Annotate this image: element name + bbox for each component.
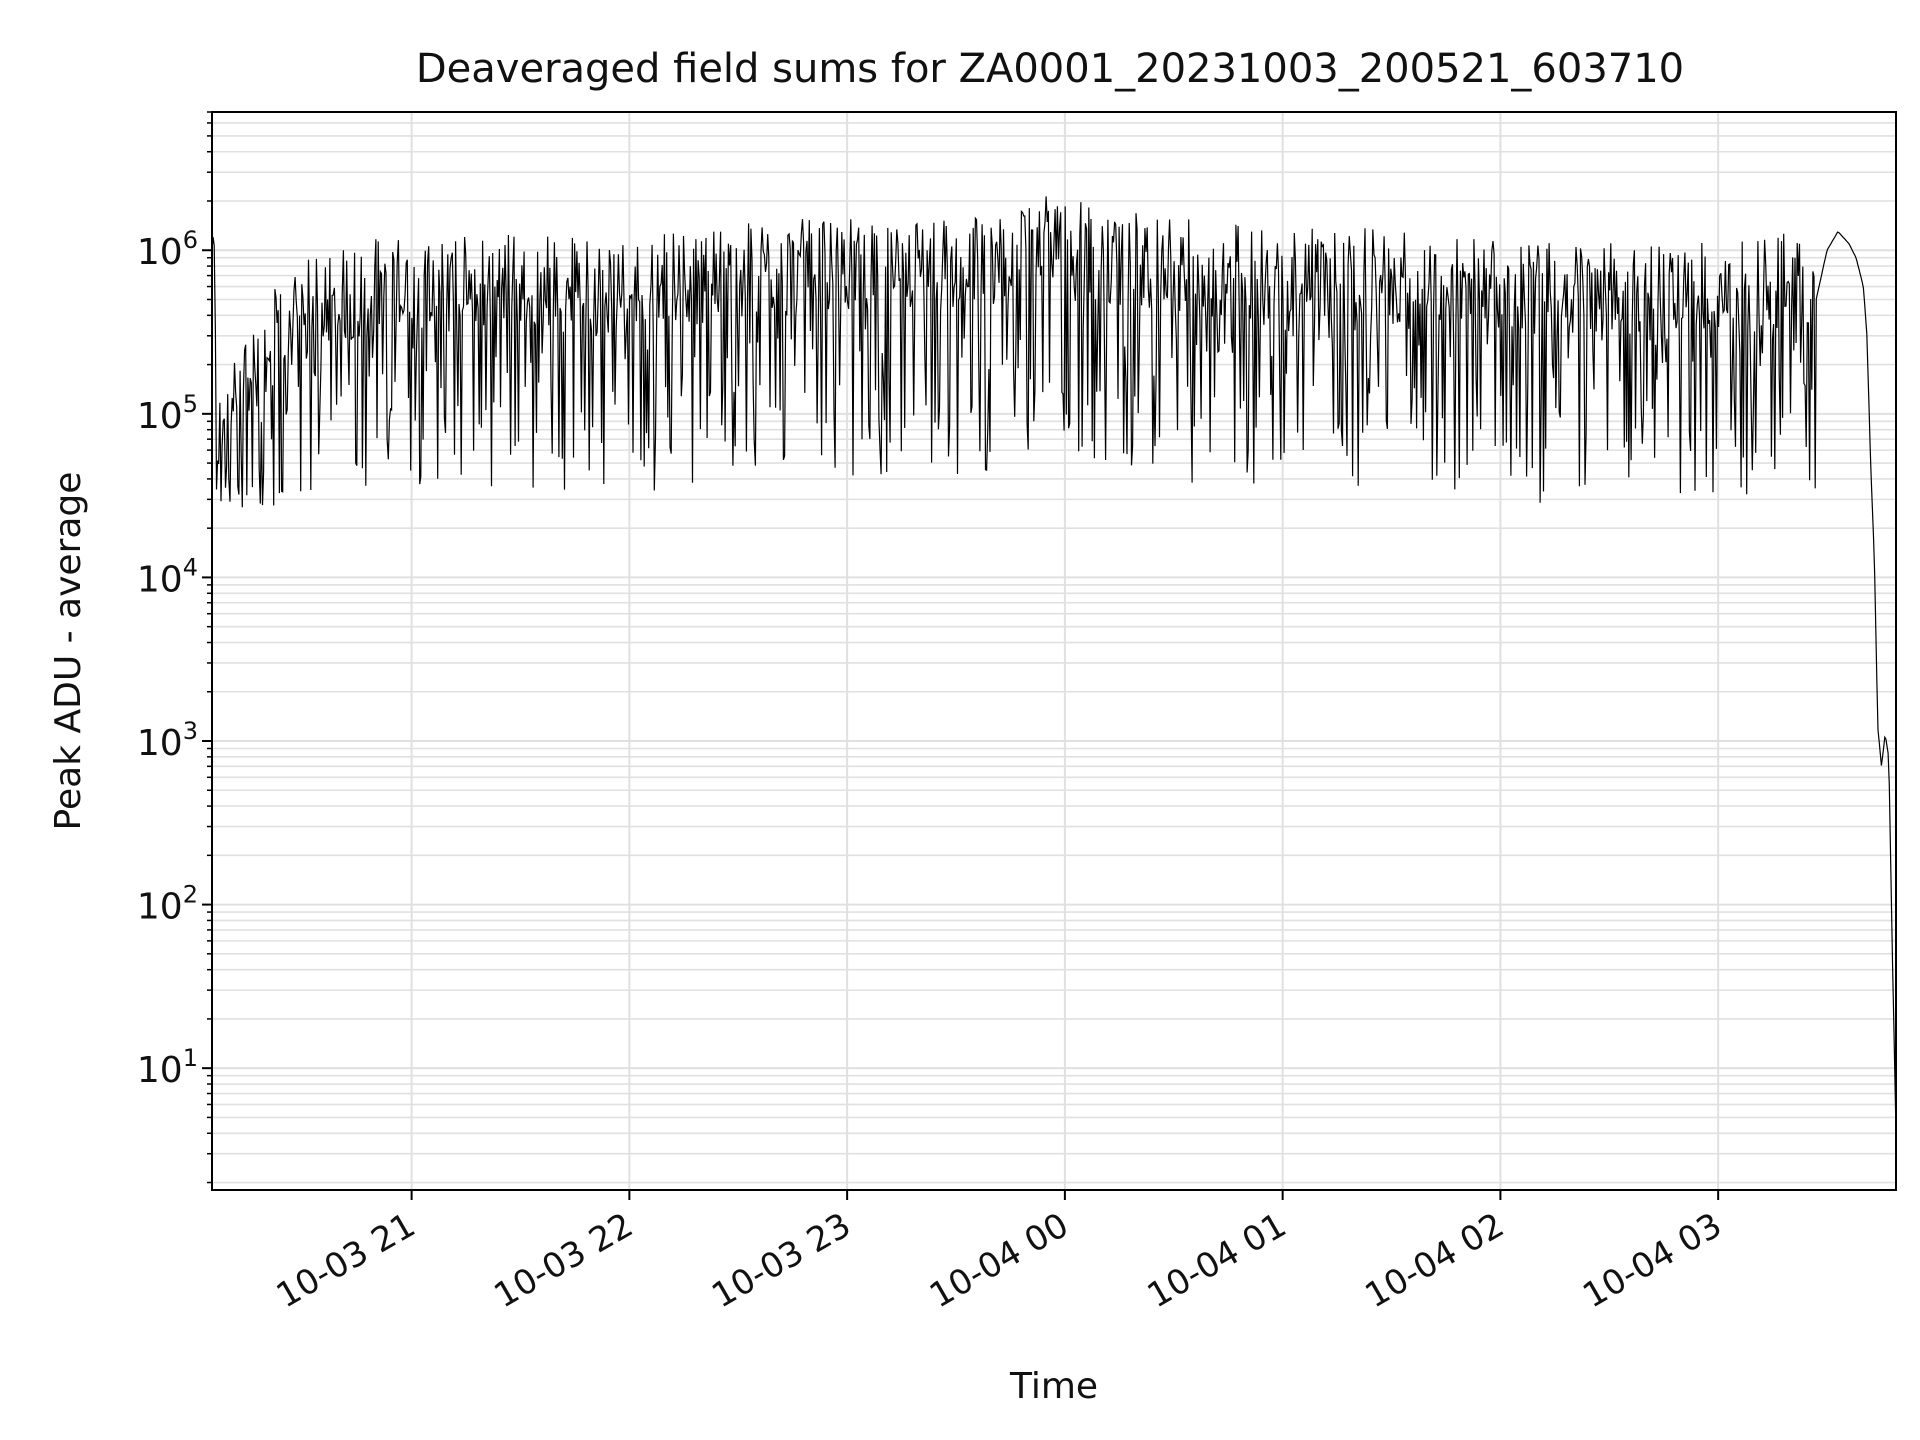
x-tick-label: 10-04 02	[1359, 1205, 1511, 1316]
y-axis-label: Peak ADU - average	[48, 472, 89, 831]
x-tick-label: 10-04 00	[923, 1205, 1075, 1316]
x-axis-ticks: 10-03 21 10-03 22 10-03 23 10-04 00 10-04 01…	[270, 1190, 1729, 1316]
y-tick-label: 101	[137, 1044, 198, 1091]
y-tick-label: 102	[137, 881, 198, 928]
plot-frame	[211, 111, 1897, 1191]
x-tick-label: 10-03 23	[705, 1205, 857, 1316]
x-tick-label: 10-03 22	[487, 1205, 639, 1316]
x-axis-label: Time	[1009, 1366, 1098, 1407]
x-tick-label: 10-04 03	[1576, 1205, 1728, 1316]
chart-title: Deaveraged field sums for ZA0001_2023100…	[416, 46, 1684, 92]
x-tick-label: 10-03 21	[270, 1205, 422, 1316]
x-tick-label: 10-04 01	[1141, 1205, 1293, 1316]
y-tick-label: 104	[137, 553, 198, 600]
series-line	[211, 196, 1897, 1134]
y-axis-ticks: 101 102 103 104 105 106	[137, 111, 212, 1184]
series-path	[211, 196, 1897, 1134]
grid	[212, 111, 1896, 1190]
y-tick-label: 105	[137, 390, 198, 437]
y-tick-label: 103	[137, 717, 198, 764]
y-tick-label: 106	[137, 226, 198, 273]
